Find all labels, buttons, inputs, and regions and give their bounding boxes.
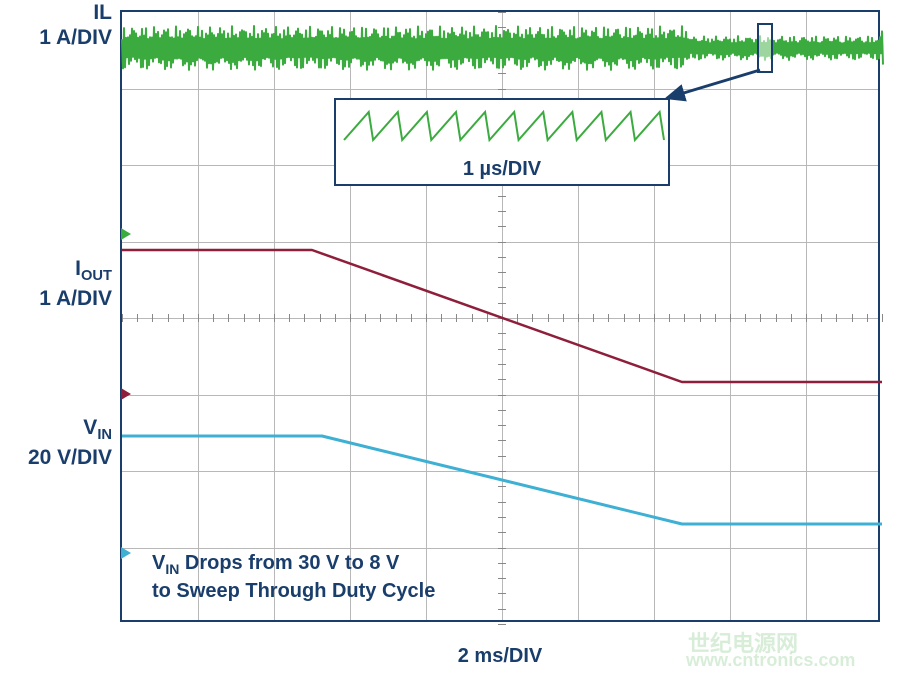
tick xyxy=(498,27,506,28)
tick xyxy=(498,226,506,227)
tick xyxy=(320,314,321,322)
tick xyxy=(806,314,807,322)
tick xyxy=(498,410,506,411)
tick xyxy=(498,318,506,319)
zero-marker xyxy=(121,547,131,559)
tick xyxy=(498,379,506,380)
tick xyxy=(498,517,506,518)
tick xyxy=(498,440,506,441)
zero-marker xyxy=(121,228,131,240)
tick xyxy=(791,314,792,322)
tick xyxy=(213,314,214,322)
inset-timebase-label: 1 µs/DIV xyxy=(336,158,668,181)
tick xyxy=(498,456,506,457)
tick xyxy=(498,532,506,533)
tick xyxy=(563,314,564,322)
tick xyxy=(198,314,199,322)
watermark-2: www.cntronics.com xyxy=(686,650,855,671)
tick xyxy=(498,89,506,90)
tick xyxy=(498,257,506,258)
tick xyxy=(487,314,488,322)
tick xyxy=(498,624,506,625)
tick xyxy=(472,314,473,322)
tick xyxy=(498,196,506,197)
tick xyxy=(259,314,260,322)
tick xyxy=(639,314,640,322)
tick xyxy=(498,563,506,564)
channel-label-vin: VIN20 V/DIV xyxy=(0,415,112,470)
tick xyxy=(498,43,506,44)
tick xyxy=(411,314,412,322)
tick xyxy=(700,314,701,322)
callout-arrow xyxy=(667,70,760,98)
tick xyxy=(498,349,506,350)
tick xyxy=(289,314,290,322)
tick xyxy=(304,314,305,322)
tick xyxy=(498,609,506,610)
tick xyxy=(836,314,837,322)
tick xyxy=(852,314,853,322)
tick xyxy=(715,314,716,322)
tick xyxy=(498,471,506,472)
tick xyxy=(335,314,336,322)
scope-plot-area: 1 µs/DIV VIN Drops from 30 V to 8 Vto Swe… xyxy=(120,10,880,622)
channel-label-il: IL1 A/DIV xyxy=(0,0,112,50)
tick xyxy=(498,73,506,74)
tick xyxy=(498,593,506,594)
tick xyxy=(593,314,594,322)
tick xyxy=(365,314,366,322)
tick xyxy=(498,287,506,288)
tick xyxy=(730,314,731,322)
tick xyxy=(498,211,506,212)
tick xyxy=(498,333,506,334)
tick xyxy=(441,314,442,322)
tick xyxy=(456,314,457,322)
tick xyxy=(228,314,229,322)
tick xyxy=(654,314,655,322)
vin-annotation: VIN Drops from 30 V to 8 Vto Sweep Throu… xyxy=(152,550,435,604)
tick xyxy=(183,314,184,322)
inset-zoom-box: 1 µs/DIV xyxy=(334,98,670,186)
tick xyxy=(532,314,533,322)
tick xyxy=(498,548,506,549)
tick xyxy=(498,58,506,59)
tick xyxy=(498,272,506,273)
tick xyxy=(122,314,123,322)
tick xyxy=(498,425,506,426)
tick xyxy=(776,314,777,322)
tick xyxy=(168,314,169,322)
tick xyxy=(152,314,153,322)
tick xyxy=(517,314,518,322)
tick xyxy=(498,395,506,396)
highlight-box xyxy=(758,24,772,72)
tick xyxy=(608,314,609,322)
tick xyxy=(498,502,506,503)
tick xyxy=(498,486,506,487)
tick xyxy=(760,314,761,322)
tick xyxy=(624,314,625,322)
tick xyxy=(350,314,351,322)
tick xyxy=(498,242,506,243)
tick xyxy=(274,314,275,322)
tick xyxy=(498,12,506,13)
tick xyxy=(882,314,883,322)
channel-label-iout: IOUT1 A/DIV xyxy=(0,256,112,311)
tick xyxy=(396,314,397,322)
tick xyxy=(498,303,506,304)
tick xyxy=(137,314,138,322)
tick xyxy=(669,314,670,322)
tick xyxy=(821,314,822,322)
tick xyxy=(498,364,506,365)
tick xyxy=(745,314,746,322)
tick xyxy=(380,314,381,322)
tick xyxy=(684,314,685,322)
tick xyxy=(498,578,506,579)
tick xyxy=(426,314,427,322)
zero-marker xyxy=(121,388,131,400)
tick xyxy=(867,314,868,322)
tick xyxy=(548,314,549,322)
tick xyxy=(244,314,245,322)
inset-sawtooth xyxy=(344,112,664,140)
tick xyxy=(578,314,579,322)
